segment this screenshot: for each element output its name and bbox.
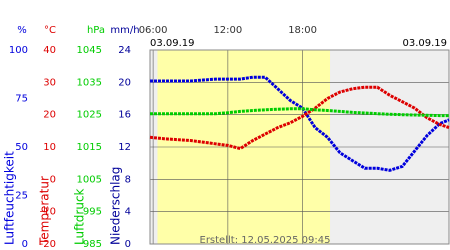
y-tick-label: 4: [125, 207, 131, 218]
y-tick-label: 8: [125, 174, 131, 185]
data-line: [150, 107, 449, 118]
axis-unit: °C: [44, 25, 56, 36]
y-tick-label: 995: [83, 207, 102, 218]
y-tick-label: 50: [15, 142, 28, 153]
y-tick-label: 12: [118, 142, 131, 153]
y-tick-label: 1015: [77, 142, 102, 153]
plot-border: [149, 49, 450, 245]
footer: Erstellt: 12.05.2025 09:45: [200, 235, 331, 246]
y-tick-label: 24: [118, 45, 131, 56]
y-tick-label: 20: [118, 77, 131, 88]
axis-unit: mm/h: [110, 25, 139, 36]
date-left: 03.09.19: [150, 38, 195, 49]
date-right: 03.09.19: [402, 38, 447, 49]
y-tick-label: 30: [43, 77, 56, 88]
data-line: [149, 85, 450, 151]
axis-unit: %: [17, 25, 27, 36]
y-tick-label: -10: [40, 207, 56, 218]
y-tick-label: 1045: [77, 45, 102, 56]
y-tick-label: 985: [83, 239, 102, 250]
axis-title: Temperatur: [38, 176, 52, 246]
x-tick-label: 06:00: [139, 25, 168, 36]
x-tick-label: 18:00: [288, 25, 317, 36]
y-tick-label: 20: [43, 110, 56, 121]
y-tick-label: 75: [15, 94, 28, 105]
y-tick-label: 0: [50, 174, 56, 185]
x-tick-label: 12:00: [213, 25, 242, 36]
axis-title: Niederschlag: [109, 167, 123, 245]
y-tick-label: 1025: [77, 110, 102, 121]
axis-title: Luftdruck: [73, 188, 87, 245]
y-tick-label: 10: [43, 142, 56, 153]
y-tick-label: 1035: [77, 77, 102, 88]
y-tick-label: -20: [40, 239, 56, 250]
y-tick-label: 25: [15, 191, 28, 202]
data-line: [150, 75, 450, 172]
y-tick-label: 0: [125, 239, 131, 250]
y-tick-label: 1005: [77, 174, 102, 185]
axis-title: Luftfeuchtigkeit: [3, 151, 17, 245]
y-tick-label: 0: [22, 239, 28, 250]
y-tick-label: 40: [43, 45, 56, 56]
y-tick-label: 16: [118, 110, 131, 121]
y-tick-label: 100: [9, 45, 28, 56]
axis-unit: hPa: [87, 25, 105, 36]
